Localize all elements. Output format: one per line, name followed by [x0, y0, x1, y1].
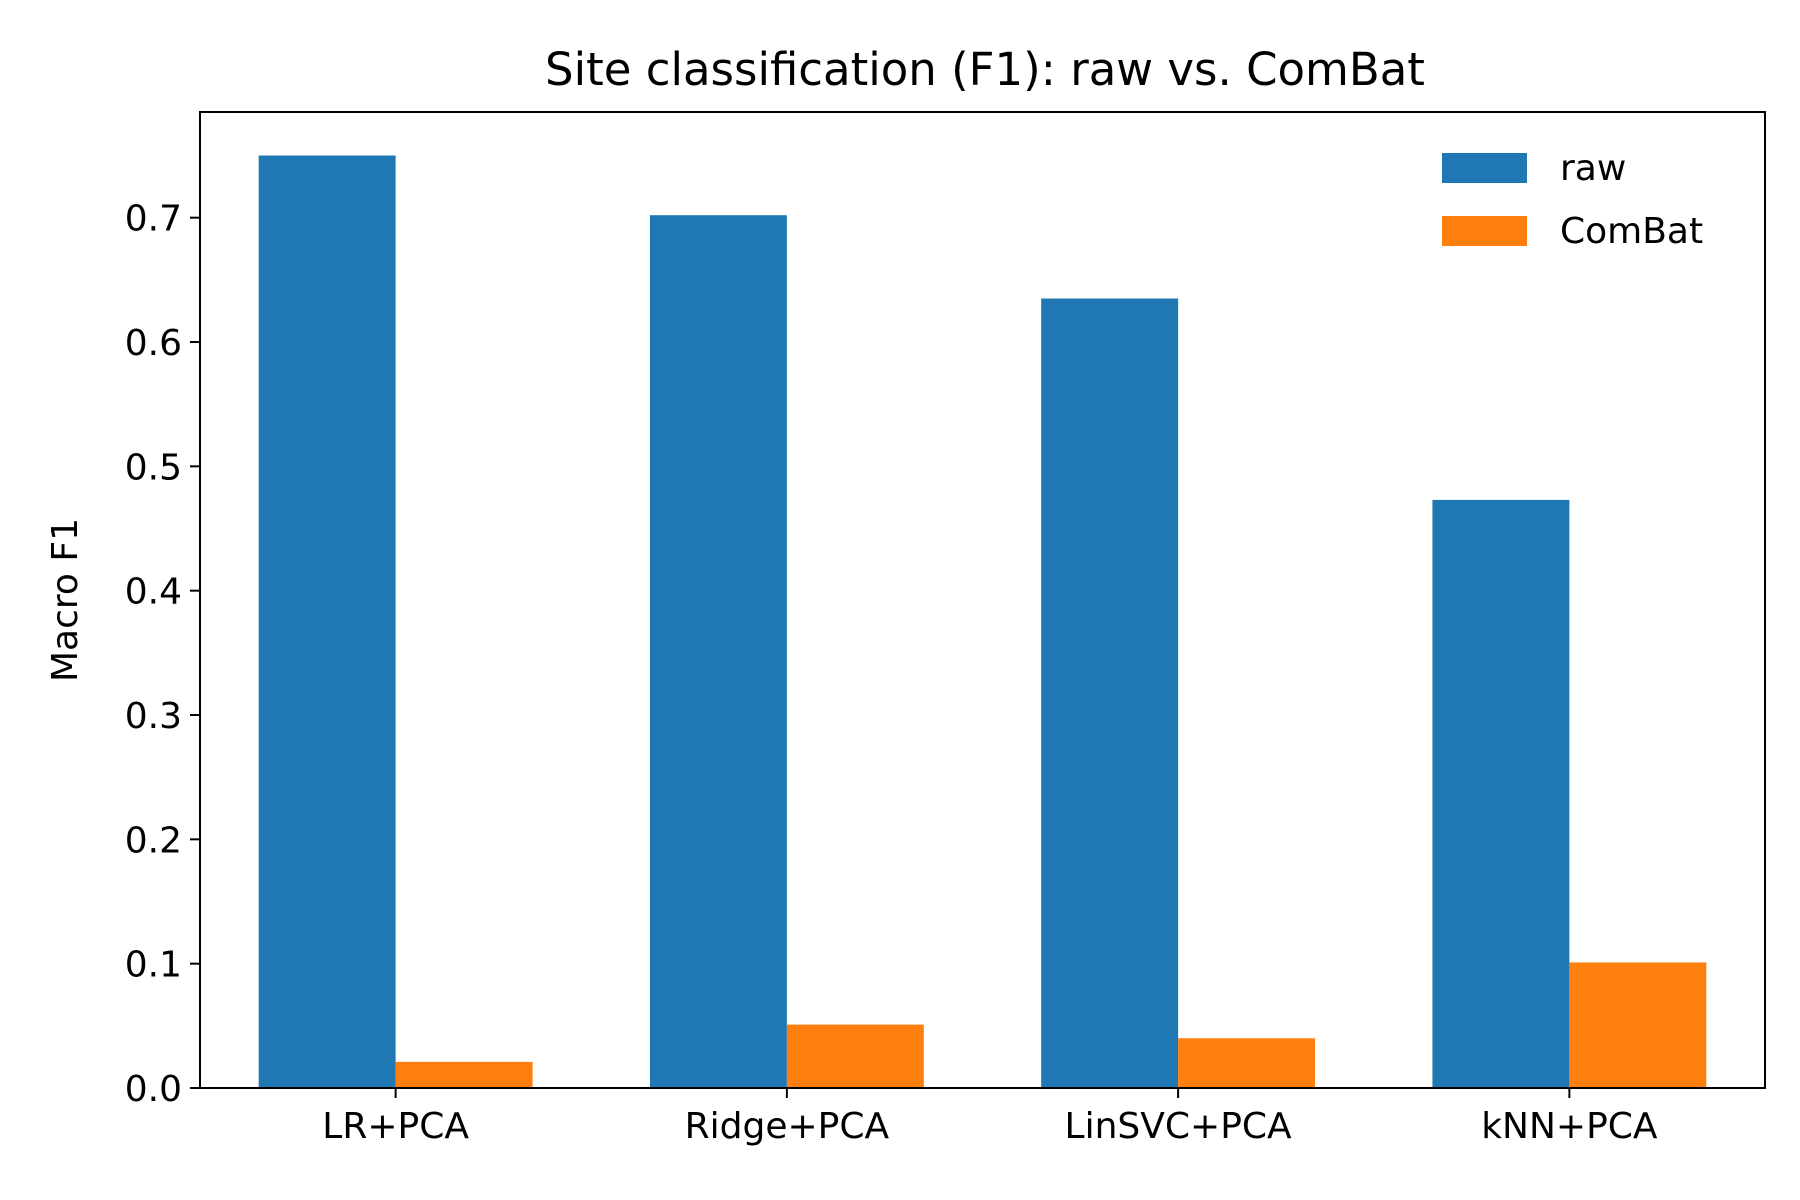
bar-raw-lr-pca — [258, 155, 396, 1088]
bar-combat-ridge-pca — [786, 1024, 924, 1088]
legend-swatch-combat — [1442, 216, 1527, 246]
x-tick-label-linsvc-pca: LinSVC+PCA — [1065, 1106, 1293, 1147]
y-tick-label: 0.5 — [125, 447, 182, 488]
legend-label-combat: ComBat — [1560, 211, 1703, 252]
y-axis-ticks: 0.0 0.1 0.2 0.3 0.4 0.5 0.6 0.7 — [125, 199, 200, 1110]
bar-combat-lr-pca — [395, 1061, 533, 1088]
x-tick-label-knn-pca: kNN+PCA — [1481, 1106, 1658, 1147]
legend-label-raw: raw — [1560, 148, 1626, 189]
plot-frame — [199, 111, 1766, 1089]
y-tick-label: 0.1 — [125, 945, 182, 986]
y-tick-label: 0.4 — [125, 572, 182, 613]
y-tick-label: 0.3 — [125, 696, 182, 737]
bar-raw-linsvc-pca — [1041, 298, 1179, 1088]
bar-raw-ridge-pca — [649, 215, 787, 1089]
y-tick-label: 0.7 — [125, 199, 182, 240]
y-tick-label: 0.6 — [125, 323, 182, 364]
x-tick-label-ridge-pca: Ridge+PCA — [685, 1106, 890, 1147]
chart-title: Site classification (F1): raw vs. ComBat — [545, 43, 1425, 96]
y-tick-label: 0.0 — [125, 1069, 182, 1110]
bar-combat-linsvc-pca — [1178, 1038, 1316, 1088]
bars — [258, 155, 1707, 1089]
bar-combat-knn-pca — [1569, 962, 1707, 1088]
y-tick-label: 0.2 — [125, 820, 182, 861]
bar-raw-knn-pca — [1432, 499, 1570, 1089]
y-axis-label: Macro F1 — [45, 518, 86, 682]
legend: raw ComBat — [1442, 148, 1703, 252]
x-axis-ticks: LR+PCA Ridge+PCA LinSVC+PCA kNN+PCA — [322, 1088, 1658, 1147]
x-tick-label-lr-pca: LR+PCA — [322, 1106, 469, 1147]
legend-swatch-raw — [1442, 153, 1527, 183]
